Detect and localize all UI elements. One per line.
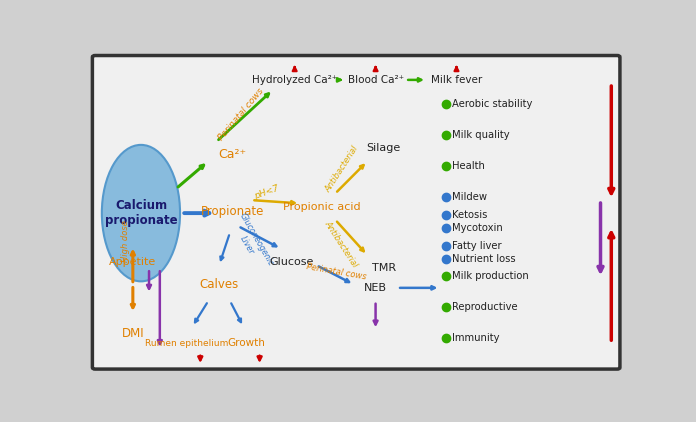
Text: Reproductive: Reproductive	[452, 302, 518, 312]
Text: Perinatal cows: Perinatal cows	[216, 86, 265, 142]
Text: NEB: NEB	[364, 283, 387, 293]
Text: Milk production: Milk production	[452, 271, 529, 281]
Ellipse shape	[102, 145, 180, 281]
Text: Milk fever: Milk fever	[431, 75, 482, 85]
Text: Glucose: Glucose	[270, 257, 314, 267]
Text: Mildew: Mildew	[452, 192, 487, 202]
Text: Perinatal cows: Perinatal cows	[306, 262, 367, 282]
Text: Fatty liver: Fatty liver	[452, 241, 502, 251]
Text: Propionic acid: Propionic acid	[283, 202, 361, 211]
Text: Growth: Growth	[227, 338, 265, 348]
Text: Aerobic stability: Aerobic stability	[452, 99, 532, 109]
Text: Milk quality: Milk quality	[452, 130, 509, 140]
Text: Blood Ca²⁺: Blood Ca²⁺	[347, 75, 404, 85]
Text: Calcium
propionate: Calcium propionate	[104, 199, 177, 227]
Text: Propionate: Propionate	[201, 205, 264, 218]
Text: Immunity: Immunity	[452, 333, 500, 343]
Text: Nutrient loss: Nutrient loss	[452, 254, 516, 264]
Text: Silage: Silage	[367, 143, 401, 153]
Text: Calves: Calves	[200, 278, 239, 291]
Text: DMI: DMI	[122, 327, 144, 340]
Text: Gluconeogenic
Liver: Gluconeogenic Liver	[228, 212, 275, 273]
Text: Mycotoxin: Mycotoxin	[452, 223, 503, 233]
Text: Rumen epithelium: Rumen epithelium	[145, 338, 228, 348]
Text: Hydrolyzed Ca²⁺: Hydrolyzed Ca²⁺	[252, 75, 338, 85]
Text: pH<7: pH<7	[253, 183, 280, 200]
Text: Ketosis: Ketosis	[452, 210, 488, 220]
Text: Antibacterial: Antibacterial	[323, 144, 360, 194]
Text: Appetite: Appetite	[109, 257, 157, 267]
Text: Antibacterial: Antibacterial	[323, 219, 360, 269]
FancyBboxPatch shape	[93, 56, 620, 369]
Text: TMR: TMR	[372, 263, 396, 273]
Text: High dose: High dose	[121, 220, 130, 262]
Text: Ca²⁺: Ca²⁺	[218, 148, 246, 161]
Text: Health: Health	[452, 161, 485, 171]
